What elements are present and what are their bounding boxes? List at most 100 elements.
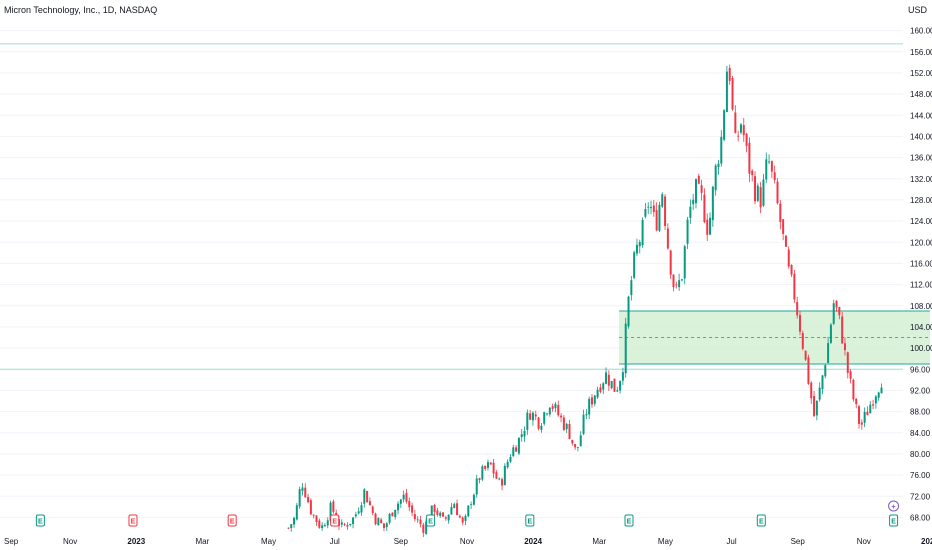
candle-body <box>568 424 571 439</box>
earnings-label: E <box>891 519 896 526</box>
y-tick-label: 92.00 <box>910 386 931 395</box>
candle-body <box>734 112 737 133</box>
chart-title: Micron Technology, Inc., 1D, NASDAQ <box>4 5 158 15</box>
x-tick-label: Nov <box>63 537 77 546</box>
candle-body <box>405 492 408 502</box>
candle-body <box>461 517 464 523</box>
candle-body <box>590 397 593 405</box>
candle-body <box>442 512 445 517</box>
candle-body <box>301 487 304 491</box>
candle-body <box>666 228 669 249</box>
candle-body <box>340 522 343 525</box>
candle-body <box>697 175 700 184</box>
candle-body <box>537 417 540 429</box>
candle-body <box>647 206 650 208</box>
candle-body <box>472 494 475 505</box>
y-tick-label: 108.00 <box>910 302 932 311</box>
candle-body <box>717 163 720 167</box>
candle-body <box>672 274 675 288</box>
candle-body <box>444 517 447 519</box>
candle-body <box>650 207 653 209</box>
candle-body <box>700 185 703 193</box>
candle-body <box>762 179 765 206</box>
candle-body <box>419 519 422 525</box>
candle-body <box>813 396 816 417</box>
candle-body <box>731 77 734 110</box>
candle-body <box>486 462 489 468</box>
candle-body <box>408 500 411 508</box>
price-axis[interactable]: 160.00 156.00 152.00 148.00 144.00 140.00 136.… <box>910 27 932 523</box>
candles <box>287 64 883 537</box>
time-axis[interactable]: Sep Nov 2023 Mar May Jul Sep Nov 2024 Mar May Jul Se… <box>4 537 932 546</box>
x-tick-label: 2024 <box>524 537 542 546</box>
earnings-label: E <box>527 519 532 526</box>
candle-body <box>571 439 574 444</box>
candle-body <box>849 371 852 379</box>
x-tick-label: Mar <box>196 537 210 546</box>
candle-body <box>633 252 636 278</box>
candle-body <box>439 512 442 517</box>
y-tick-label: 160.00 <box>910 27 932 36</box>
x-tick-label: Sep <box>4 537 19 546</box>
candle-body <box>858 406 861 424</box>
candle-body <box>821 375 824 390</box>
candle-body <box>447 514 450 521</box>
earnings-label: E <box>230 519 235 526</box>
candle-body <box>576 447 579 448</box>
candle-body <box>470 504 473 505</box>
candle-body <box>377 518 380 526</box>
y-tick-label: 100.00 <box>910 344 932 353</box>
candle-body <box>540 425 543 430</box>
candle-body <box>380 519 383 524</box>
y-tick-label: 128.00 <box>910 196 932 205</box>
candle-body <box>610 381 613 389</box>
candle-body <box>585 414 588 416</box>
dividend-label: + <box>892 504 896 511</box>
candle-body <box>810 382 813 399</box>
earnings-label: E <box>332 519 337 526</box>
candle-body <box>293 517 296 525</box>
candle-body <box>641 219 644 246</box>
y-tick-label: 88.00 <box>910 408 931 417</box>
candle-body <box>807 357 810 384</box>
candle-body <box>818 387 821 400</box>
y-tick-label: 140.00 <box>910 132 932 141</box>
grid <box>0 30 903 518</box>
candle-body <box>425 521 428 535</box>
candle-body <box>357 511 360 514</box>
candle-body <box>397 503 400 511</box>
event-markers[interactable]: EEEEEEEEEE+ <box>35 500 932 527</box>
candle-body <box>394 509 397 517</box>
x-tick-label: Mar <box>592 537 606 546</box>
currency-button[interactable]: USD <box>908 5 928 15</box>
candle-body <box>492 462 495 474</box>
support-zone[interactable] <box>619 310 930 365</box>
candle-body <box>512 447 515 457</box>
candle-body <box>520 434 523 438</box>
candle-body <box>804 350 807 360</box>
candle-body <box>683 246 686 279</box>
y-tick-label: 120.00 <box>910 238 932 247</box>
y-tick-label: 144.00 <box>910 111 932 120</box>
dividend-marker <box>888 500 900 512</box>
earnings-marker <box>624 514 634 527</box>
candle-body <box>399 499 402 504</box>
candle-body <box>489 462 492 465</box>
candle-body <box>877 392 880 398</box>
candle-body <box>703 194 706 222</box>
x-tick-label: May <box>658 537 673 546</box>
candle-body <box>723 110 726 140</box>
candle-body <box>782 219 785 234</box>
candle-body <box>360 505 363 513</box>
horizontal-levels[interactable] <box>0 43 903 370</box>
candle-body <box>579 435 582 447</box>
candle-body <box>843 343 846 351</box>
candle-body <box>388 513 391 523</box>
candle-body <box>385 523 388 528</box>
candle-body <box>644 208 647 217</box>
candle-body <box>728 67 731 81</box>
earnings-label: E <box>627 519 632 526</box>
earnings-label: E <box>131 519 136 526</box>
candle-body <box>652 205 655 213</box>
